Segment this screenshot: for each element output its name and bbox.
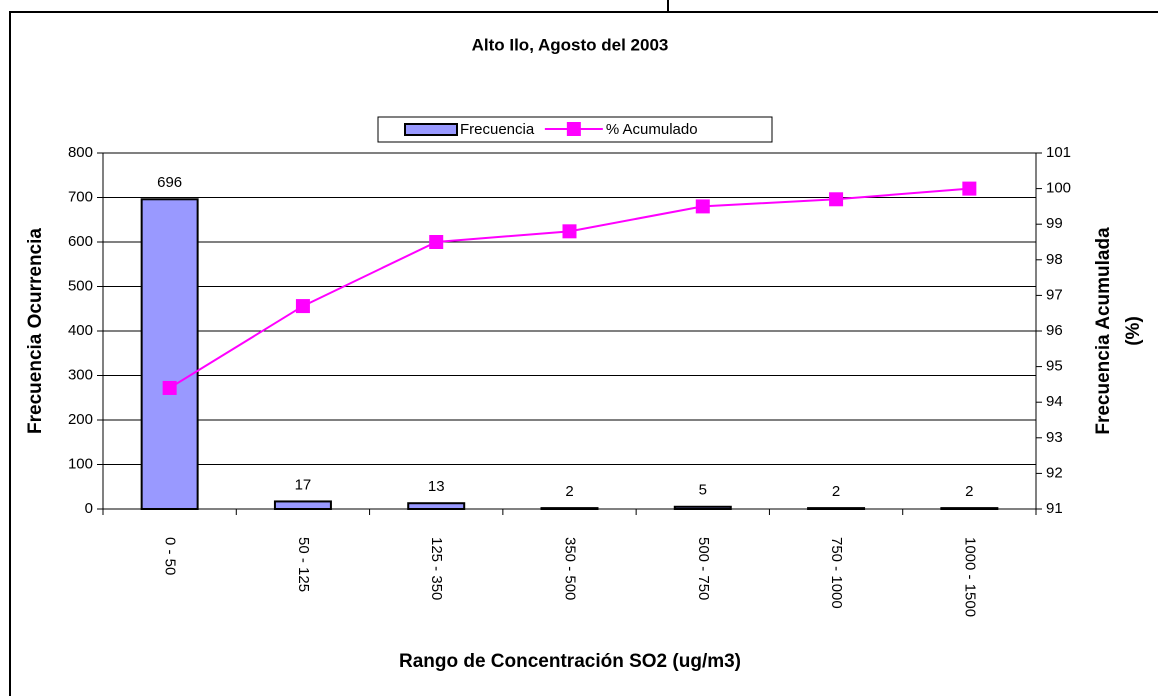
- y-tick-label: 700: [68, 188, 93, 205]
- line-marker: [962, 181, 977, 196]
- y-tick-label: 100: [68, 455, 93, 472]
- y2-tick-label: 96: [1046, 322, 1063, 339]
- y2-tick-label: 100: [1046, 180, 1071, 197]
- x-tick-label: 500 - 750: [695, 537, 712, 600]
- y2-tick-label: 98: [1046, 251, 1063, 268]
- y-tick-label: 800: [68, 144, 93, 161]
- y2-axis-title: (%): [1123, 316, 1144, 346]
- x-tick-label: 750 - 1000: [828, 537, 845, 609]
- y2-tick-label: 94: [1046, 393, 1063, 410]
- y2-tick-label: 97: [1046, 286, 1063, 303]
- legend-label: Frecuencia: [460, 121, 535, 138]
- y2-tick-label: 93: [1046, 429, 1063, 446]
- y-tick-label: 600: [68, 233, 93, 250]
- line-marker: [829, 192, 844, 207]
- line-marker: [295, 299, 310, 314]
- line-marker: [162, 380, 177, 395]
- y-tick-label: 300: [68, 366, 93, 383]
- chart-frame: [9, 11, 1158, 696]
- legend-label: % Acumulado: [606, 121, 698, 138]
- x-tick-label: 350 - 500: [562, 537, 579, 600]
- y2-tick-label: 92: [1046, 464, 1063, 481]
- data-label: 2: [565, 483, 573, 500]
- y-tick-label: 400: [68, 322, 93, 339]
- y-tick-label: 500: [68, 277, 93, 294]
- data-label: 17: [295, 476, 312, 493]
- x-tick-label: 0 - 50: [162, 537, 179, 575]
- data-label: 13: [428, 478, 445, 495]
- x-tick-label: 125 - 350: [428, 537, 445, 600]
- line-marker: [562, 224, 577, 239]
- y2-tick-label: 99: [1046, 215, 1063, 232]
- y2-tick-label: 91: [1046, 500, 1063, 517]
- x-tick-label: 1000 - 1500: [961, 537, 978, 617]
- y2-tick-label: 95: [1046, 358, 1063, 375]
- y-tick-label: 200: [68, 411, 93, 428]
- chart-title: Alto Ilo, Agosto del 2003: [472, 35, 669, 54]
- bar: [273, 500, 332, 510]
- bar: [673, 505, 732, 510]
- bar: [940, 507, 999, 510]
- line-marker: [695, 199, 710, 214]
- data-label: 5: [699, 482, 707, 499]
- legend-swatch: [566, 122, 581, 136]
- x-axis-title: Rango de Concentración SO2 (ug/m3): [399, 651, 741, 672]
- bar: [407, 502, 466, 510]
- data-label: 696: [157, 174, 182, 191]
- bar: [807, 507, 866, 510]
- data-label: 2: [832, 483, 840, 500]
- legend-swatch: [404, 123, 458, 136]
- bar: [540, 507, 599, 510]
- bar: [140, 198, 199, 510]
- y2-axis-title: Frecuencia Acumulada: [1093, 227, 1114, 435]
- y-axis-title: Frecuencia Ocurrencia: [25, 228, 46, 434]
- data-label: 2: [965, 483, 973, 500]
- y2-tick-label: 101: [1046, 144, 1071, 161]
- line-marker: [429, 235, 444, 249]
- y-tick-label: 0: [85, 500, 93, 517]
- x-tick-label: 50 - 125: [295, 537, 312, 592]
